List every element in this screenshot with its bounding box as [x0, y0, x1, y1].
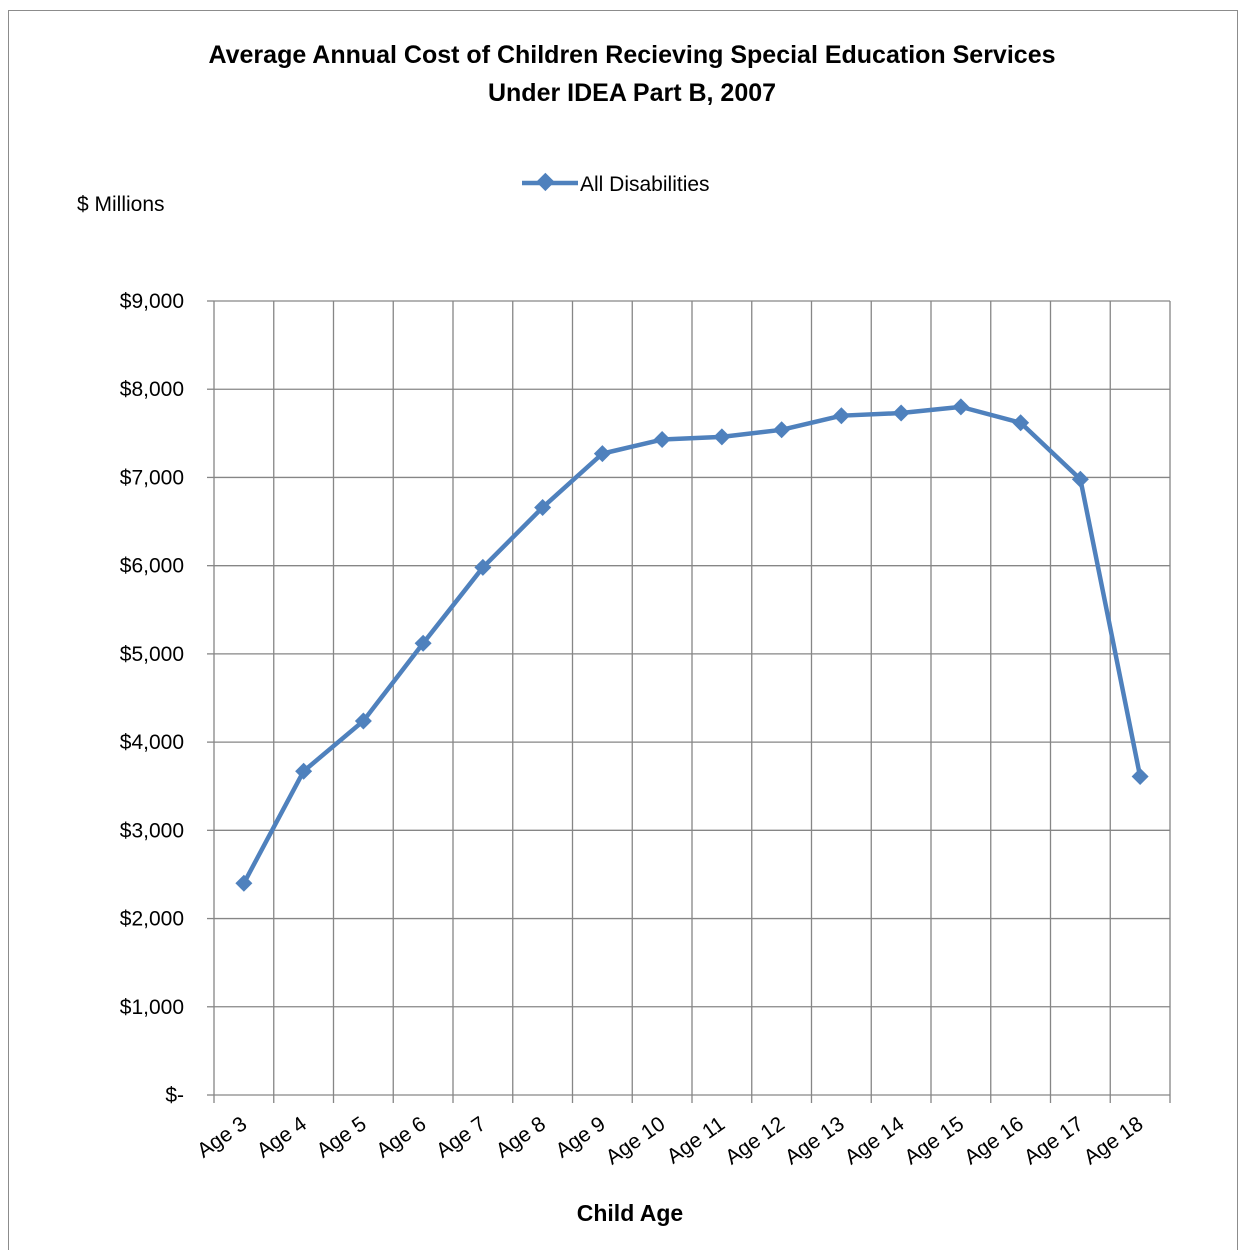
data-point — [832, 407, 850, 425]
chart-title-line-2: Under IDEA Part B, 2007 — [488, 79, 776, 107]
y-tick-label: $- — [165, 1084, 184, 1107]
legend-marker — [536, 172, 555, 192]
x-tick-label: Age 5 — [313, 1112, 371, 1162]
y-tick-label: $4,000 — [120, 731, 184, 754]
data-point — [653, 431, 671, 449]
x-tick-label: Age 6 — [372, 1112, 430, 1162]
x-tick-label: Age 7 — [432, 1112, 490, 1162]
data-series — [235, 398, 1149, 892]
data-point — [713, 428, 731, 446]
y-tick-labels: $- $1,000 $2,000 $3,000 $4,000 $5,000 $6,000 $7… — [120, 290, 184, 1107]
x-tick-label: Age 16 — [960, 1112, 1028, 1169]
y-tick-label: $7,000 — [120, 466, 184, 489]
x-tick-label: Age 17 — [1020, 1112, 1088, 1169]
data-point — [892, 404, 910, 422]
data-point — [235, 874, 253, 892]
y-tick-label: $5,000 — [120, 643, 184, 666]
x-tick-label: Age 13 — [781, 1112, 849, 1169]
y-tick-label: $8,000 — [120, 378, 184, 401]
legend: All Disabilities — [522, 172, 710, 196]
data-point — [534, 498, 552, 516]
chart-title-line-1: Average Annual Cost of Children Recievin… — [209, 41, 1056, 69]
data-point — [1131, 768, 1149, 786]
y-tick-label: $3,000 — [120, 819, 184, 842]
y-axis-label: $ Millions — [77, 193, 165, 216]
x-tick-label: Age 14 — [841, 1112, 909, 1169]
gridlines — [214, 300, 1171, 1095]
x-tick-label: Age 18 — [1080, 1112, 1148, 1169]
x-tick-label: Age 10 — [602, 1112, 670, 1169]
y-tick-label: $1,000 — [120, 996, 184, 1019]
x-tick-label: Age 12 — [721, 1112, 789, 1169]
x-tick-label: Age 15 — [900, 1112, 968, 1169]
series-line — [241, 404, 1143, 885]
axes — [207, 300, 1171, 1103]
data-point — [1012, 414, 1030, 432]
x-tick-label: Age 3 — [193, 1112, 251, 1162]
x-tick-label: Age 9 — [552, 1112, 610, 1162]
y-tick-label: $9,000 — [120, 290, 184, 313]
data-point — [1071, 470, 1089, 488]
x-tick-label: Age 11 — [663, 1112, 729, 1168]
data-point — [773, 421, 791, 439]
y-tick-label: $2,000 — [120, 908, 184, 931]
data-point — [952, 398, 970, 416]
data-point — [593, 445, 611, 463]
legend-label: All Disabilities — [580, 173, 710, 196]
x-axis-label: Child Age — [577, 1200, 683, 1226]
data-point — [414, 634, 432, 652]
x-tick-label: Age 8 — [492, 1112, 550, 1162]
y-tick-label: $6,000 — [120, 555, 184, 578]
data-point — [474, 558, 492, 576]
x-tick-label: Age 4 — [253, 1112, 311, 1163]
data-point — [295, 762, 313, 780]
chart-frame — [8, 10, 1238, 1250]
data-point — [354, 712, 372, 730]
